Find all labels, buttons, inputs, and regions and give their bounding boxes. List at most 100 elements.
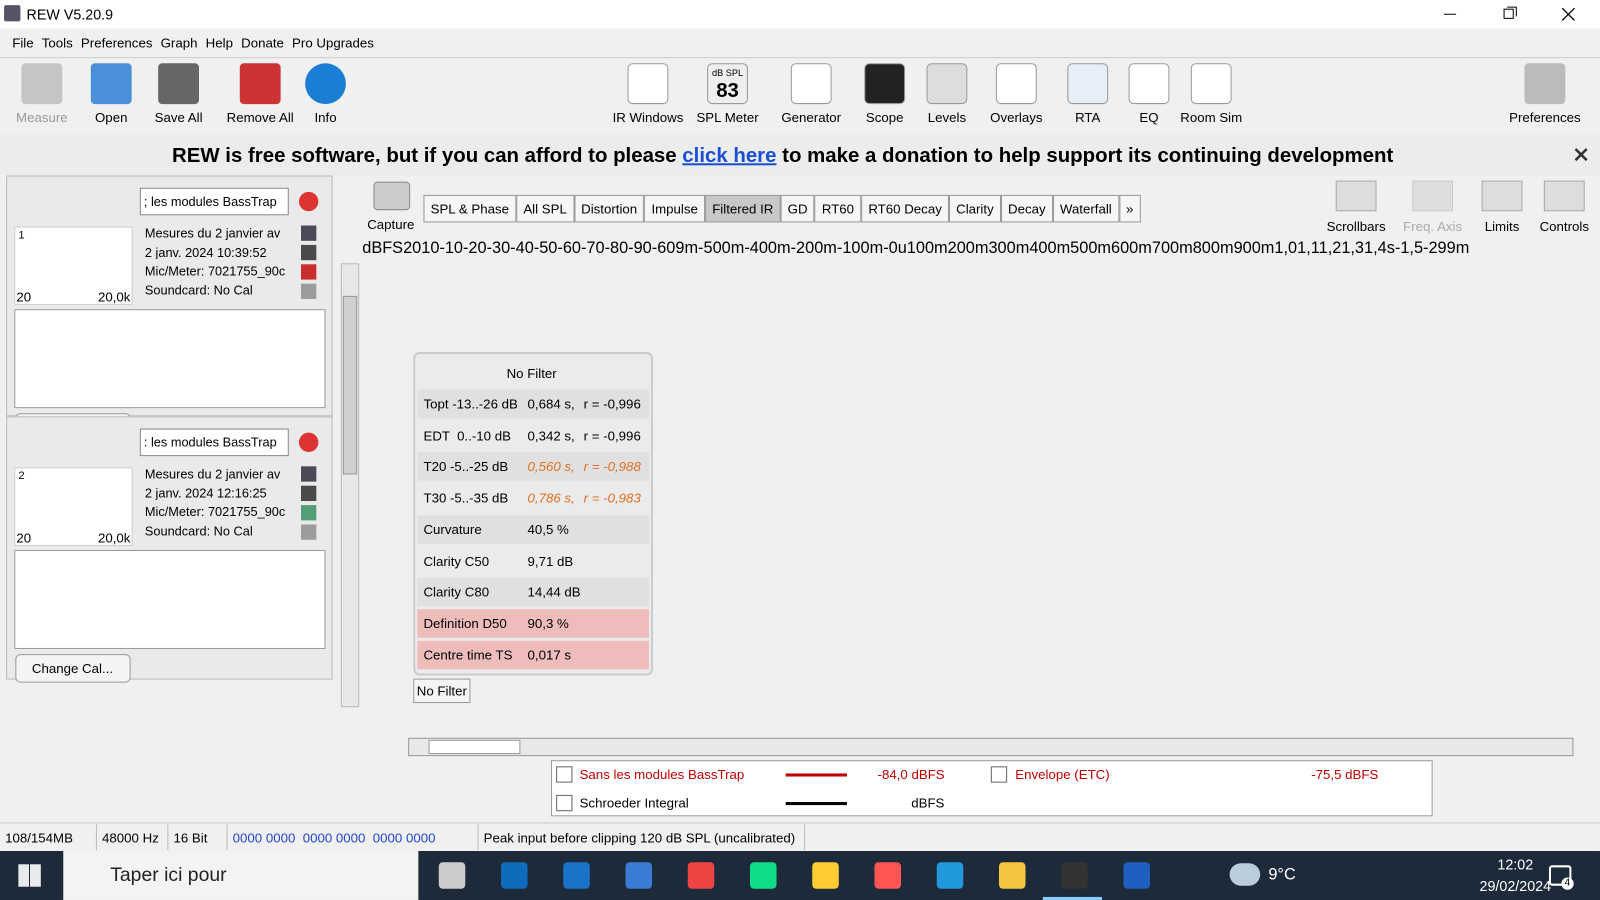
measurement-name[interactable]: : les modules BassTrap [143, 436, 277, 450]
panel-icon[interactable] [301, 283, 317, 299]
graph-tool-icon[interactable] [1543, 180, 1585, 212]
donation-link[interactable]: click here [682, 144, 777, 168]
restore[interactable] [1503, 8, 1514, 19]
toolbar-button-label[interactable]: SPL Meter [696, 109, 759, 125]
measurement-name[interactable]: ; les modules BassTrap [143, 195, 277, 209]
taskbar-app[interactable] [1123, 862, 1150, 889]
taskbar-app[interactable] [687, 862, 715, 889]
panel-icon[interactable] [301, 244, 317, 261]
change-cal-label[interactable]: Change Cal... [31, 660, 114, 677]
capture-icon[interactable] [373, 181, 411, 211]
notification-icon[interactable] [1548, 865, 1572, 886]
graph-tab-label[interactable]: Impulse [651, 201, 698, 217]
toolbar-icon[interactable] [21, 63, 63, 105]
panel-icon[interactable] [301, 225, 317, 241]
graph-tab[interactable]: Waterfall [1052, 194, 1119, 223]
start-button[interactable] [18, 864, 41, 887]
taskbar-app[interactable] [874, 862, 902, 889]
graph-tab-label[interactable]: Decay [1007, 201, 1046, 217]
taskbar-app[interactable] [563, 862, 590, 889]
graph-tab-label[interactable]: SPL & Phase [430, 201, 510, 217]
toolbar-button-label[interactable]: Scope [865, 109, 904, 125]
toolbar-icon[interactable] [627, 63, 669, 105]
filter-button-label[interactable]: No Filter [416, 683, 467, 699]
close[interactable] [1561, 7, 1575, 21]
toolbar-button-label[interactable]: Info [314, 109, 337, 125]
menu-item[interactable]: Help [205, 35, 233, 51]
taskbar-app[interactable] [1061, 862, 1088, 889]
toolbar-button-label[interactable]: Save All [154, 109, 203, 125]
menu-item[interactable]: Tools [41, 35, 73, 51]
search-placeholder[interactable]: Taper ici pour [110, 864, 227, 887]
graph-tab-label[interactable]: All SPL [523, 201, 567, 217]
taskbar-app[interactable] [749, 862, 777, 889]
toolbar-button-label[interactable]: IR Windows [612, 109, 684, 125]
name-field[interactable] [139, 187, 289, 216]
graph-tab-label[interactable]: » [1126, 201, 1134, 217]
graph-tool-icon[interactable] [1335, 180, 1377, 212]
graph-tab-label[interactable]: RT60 [821, 201, 855, 217]
graph-tab[interactable]: Distortion [573, 194, 645, 223]
taskbar-app[interactable] [625, 862, 653, 889]
remove-button[interactable] [298, 191, 319, 212]
toolbar-icon[interactable] [158, 63, 199, 105]
panel-icon[interactable] [301, 485, 317, 502]
toolbar-button-label[interactable]: Room Sim [1180, 109, 1243, 125]
graph-tab-label[interactable]: RT60 Decay [868, 201, 942, 217]
toolbar-icon[interactable] [1128, 63, 1170, 105]
toolbar-button-label[interactable]: Generator [781, 109, 842, 125]
window-controls[interactable] [1429, 0, 1600, 29]
toolbar-button-label[interactable]: Levels [927, 109, 967, 125]
h-scroll-thumb[interactable] [428, 739, 521, 755]
legend-name[interactable]: Envelope (ETC) [1015, 766, 1110, 783]
taskbar-app[interactable] [438, 862, 466, 889]
graph-tool-label[interactable]: Controls [1539, 218, 1589, 235]
remove-button[interactable] [298, 432, 319, 453]
toolbar-icon[interactable] [864, 63, 906, 105]
graph-tab[interactable]: Filtered IR [705, 194, 781, 223]
name-field[interactable] [139, 428, 289, 457]
taskbar-app[interactable] [998, 862, 1026, 889]
menu-item[interactable]: Graph [160, 35, 198, 51]
graph-tab[interactable]: Impulse [644, 194, 706, 223]
panel-icon[interactable] [301, 466, 317, 482]
graph-tab-label[interactable]: Distortion [581, 201, 638, 217]
checkbox[interactable] [556, 794, 573, 812]
taskbar-app[interactable] [501, 862, 528, 889]
banner-close[interactable] [1571, 145, 1591, 165]
graph-tab-label[interactable]: GD [787, 201, 808, 217]
legend-name[interactable]: Sans les modules BassTrap [579, 766, 745, 783]
checkbox[interactable] [990, 766, 1008, 783]
toolbar-button-label[interactable]: Overlays [990, 109, 1043, 125]
toolbar-icon[interactable] [1524, 63, 1566, 105]
filter-button[interactable] [413, 678, 471, 704]
toolbar-icon[interactable] [926, 63, 968, 105]
graph-tool-icon[interactable] [1481, 180, 1523, 212]
graph-tab-label[interactable]: Clarity [956, 201, 994, 217]
graph-tab-label[interactable]: Filtered IR [712, 201, 774, 217]
toolbar-icon[interactable] [790, 63, 832, 105]
panel-icon[interactable] [301, 524, 317, 540]
graph-tab[interactable]: RT60 [814, 194, 862, 223]
toolbar-icon[interactable] [90, 63, 132, 105]
toolbar-icon[interactable] [1067, 63, 1109, 105]
graph-tab[interactable]: RT60 Decay [861, 194, 949, 223]
toolbar-button-label[interactable]: Measure [16, 109, 68, 125]
menu-item[interactable]: File [12, 35, 34, 51]
toolbar-button-label[interactable]: RTA [1075, 109, 1101, 125]
change-cal-button[interactable] [15, 654, 131, 683]
legend-name[interactable]: Schroeder Integral [579, 795, 689, 811]
menu-item[interactable]: Donate [241, 35, 284, 51]
checkbox[interactable] [556, 766, 573, 783]
toolbar-button-label[interactable]: EQ [1139, 109, 1159, 125]
panel-icon[interactable] [301, 505, 317, 521]
toolbar-button-label[interactable]: Remove All [226, 109, 294, 125]
graph-tab[interactable]: Clarity [948, 194, 1001, 223]
toolbar-button-label[interactable]: Open [94, 109, 128, 125]
toolbar-button-label[interactable]: Preferences [1509, 109, 1581, 125]
taskbar-app[interactable] [936, 862, 964, 889]
graph-tab-label[interactable]: Waterfall [1059, 201, 1112, 217]
toolbar-icon[interactable] [1190, 63, 1232, 105]
menu-item[interactable]: Preferences [80, 35, 153, 51]
capture-label[interactable]: Capture [367, 216, 415, 233]
